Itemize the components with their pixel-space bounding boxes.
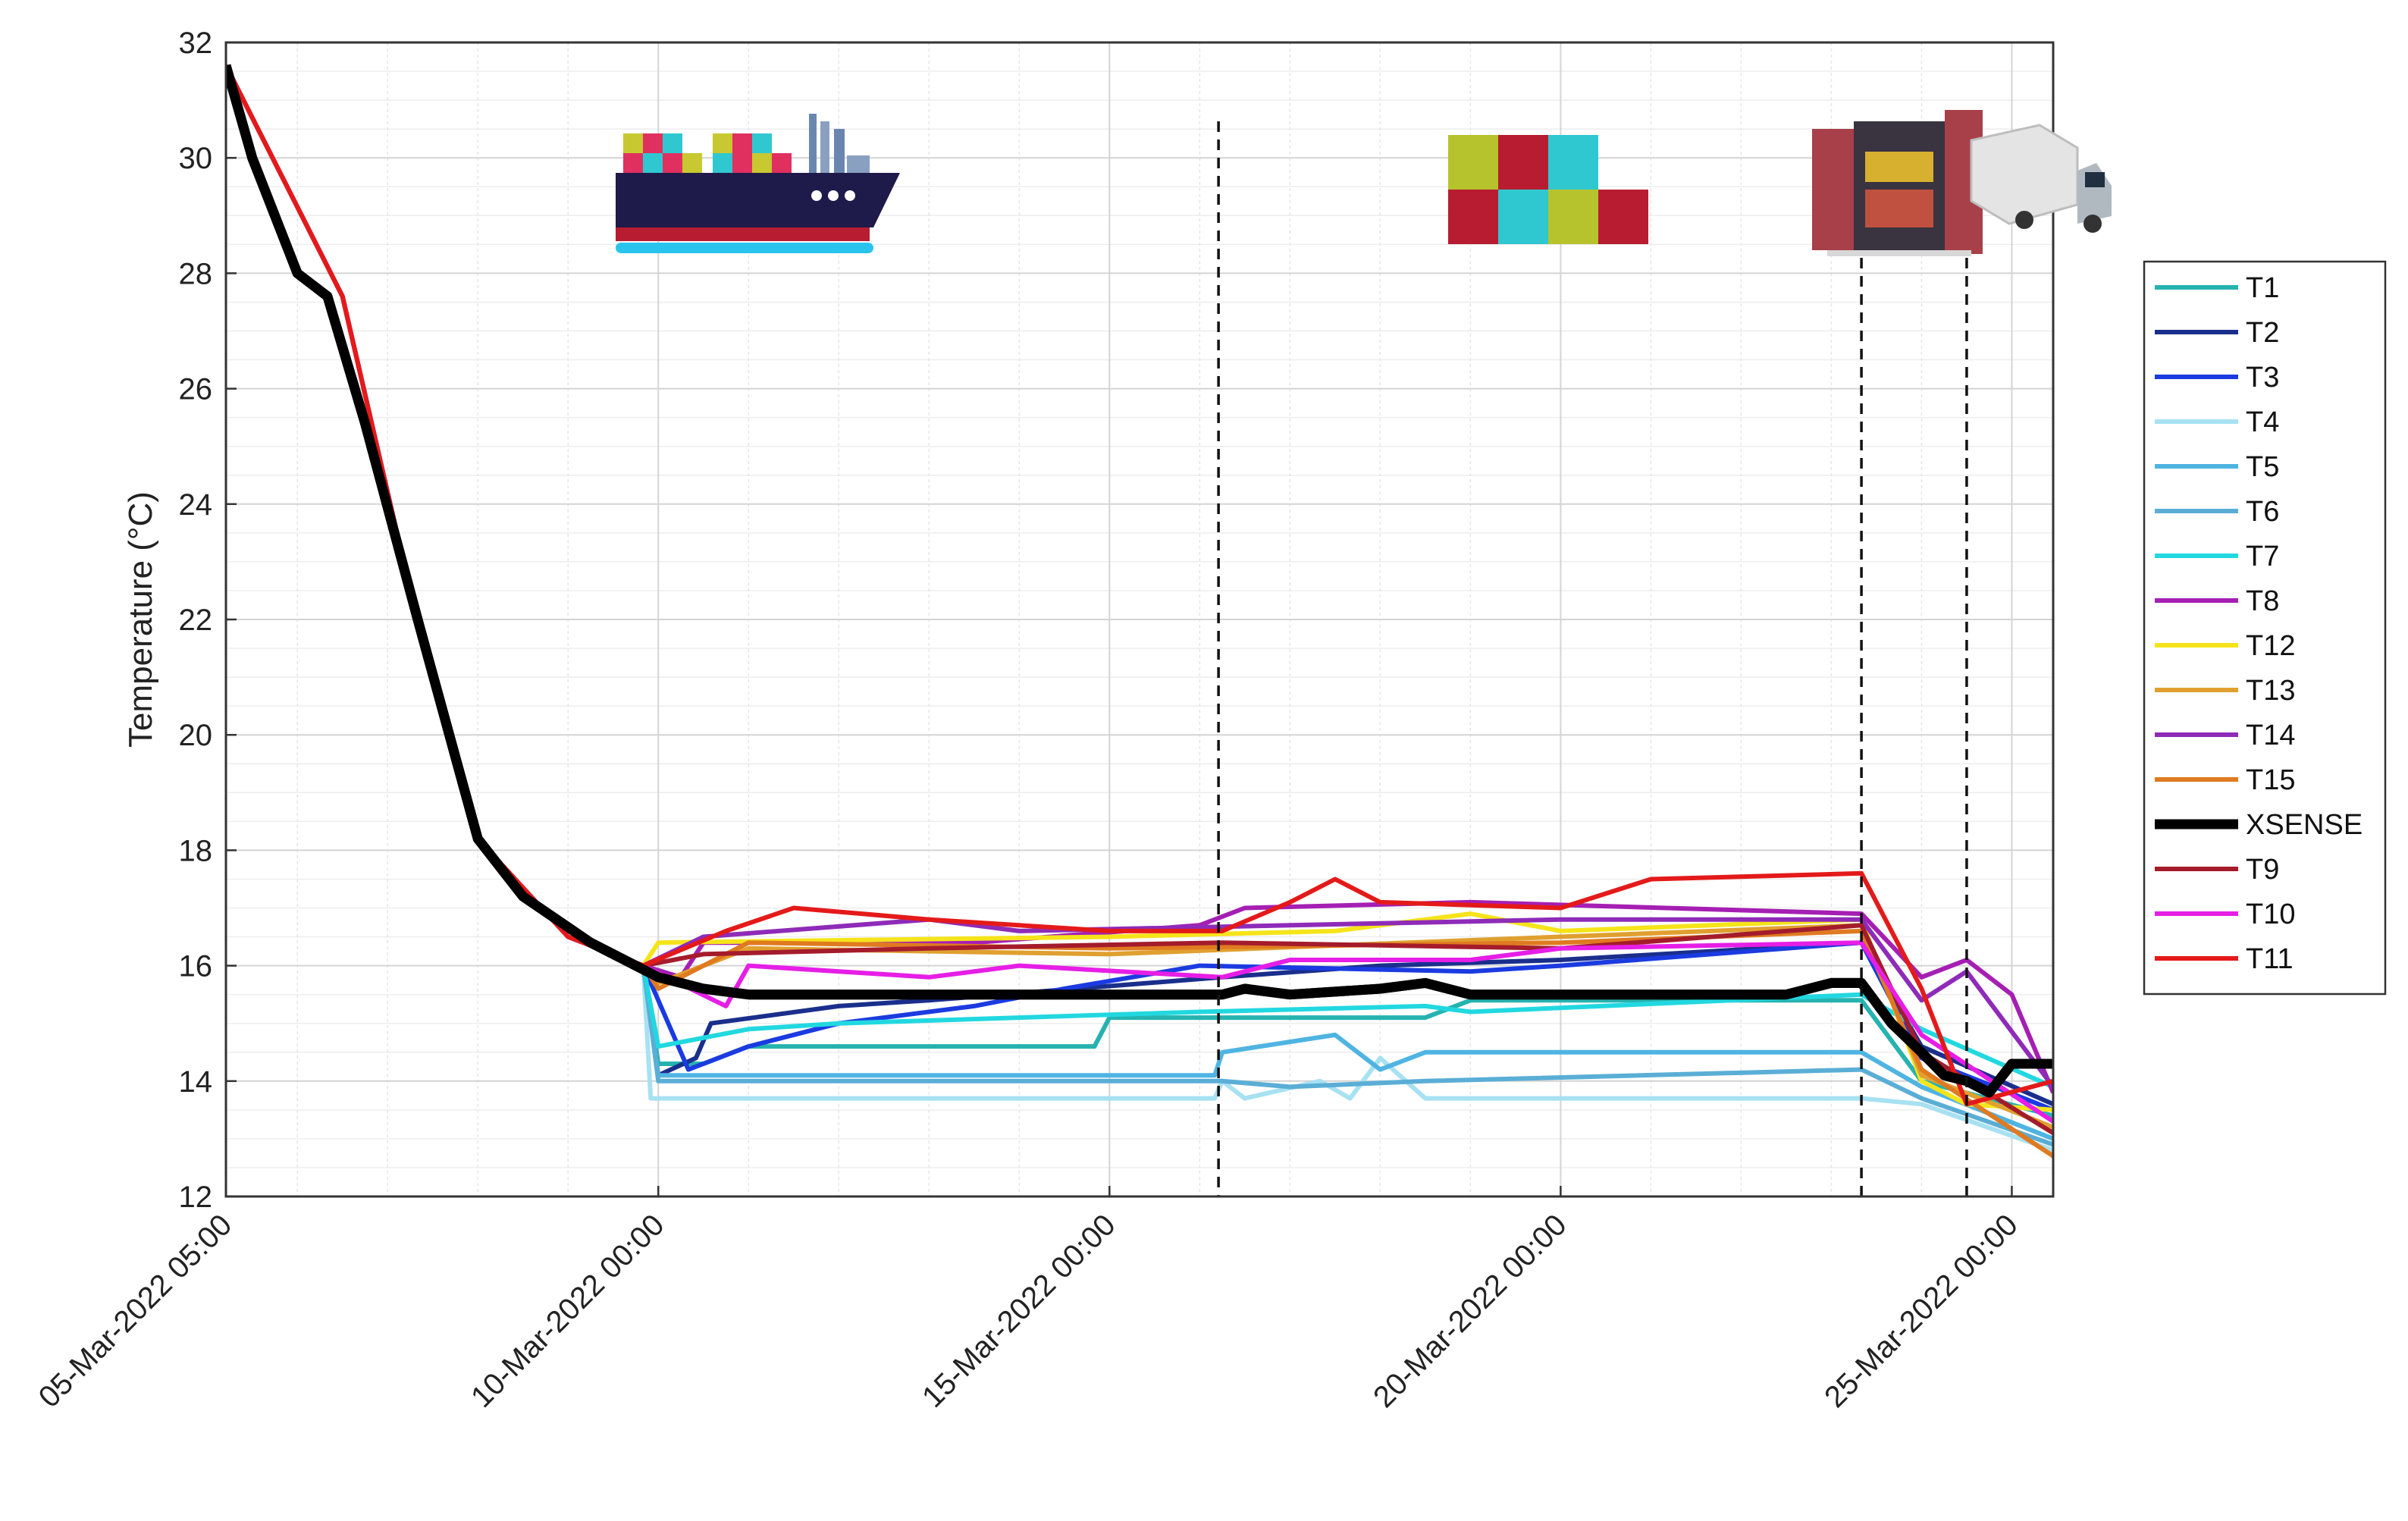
y-tick-label: 14 [179,1065,213,1099]
y-tick-label: 24 [179,488,213,522]
legend-label-t4: T4 [2246,406,2279,438]
legend-label-t5: T5 [2246,451,2279,483]
legend-label-t10: T10 [2246,898,2295,930]
y-tick-label: 20 [179,719,213,752]
y-tick-label: 30 [179,142,213,175]
x-tick-label: 10-Mar-2022 00:00 [465,1208,671,1414]
series-line-xsense [226,64,2053,1098]
legend-label-t13: T13 [2246,675,2295,707]
y-tick-label: 32 [179,27,213,60]
y-axis-ticks: 12 14 16 18 20 22 24 26 28 30 32 [179,27,237,1214]
legend-label-t1: T1 [2246,272,2279,304]
legend-box [2143,260,2387,996]
legend-label-t11: T11 [2246,943,2294,975]
legend-label-t9: T9 [2246,854,2279,886]
phase-markers [1217,121,1968,1196]
x-tick-label: 25-Mar-2022 00:00 [1818,1208,2024,1414]
legend: T1 T2 T3 T4 T5 T6 T7 T8 T12 T13 T14 T15 XSENSE T9 T10 T… [2143,260,2387,996]
legend-label-t14: T14 [2246,720,2295,751]
series-line-t8 [226,64,2053,1094]
y-tick-label: 26 [179,373,213,406]
series-line-t4 [226,64,2053,1153]
legend-label-t2: T2 [2246,317,2279,349]
series-line-xsense-top [226,64,2053,1098]
x-tick-label: 20-Mar-2022 00:00 [1367,1208,1573,1414]
legend-label-t6: T6 [2246,496,2279,528]
y-tick-label: 22 [179,604,213,637]
x-tick-label: 05-Mar-2022 05:00 [33,1208,239,1414]
series-lines [226,64,2053,1159]
y-tick-label: 16 [179,950,213,983]
legend-label-t15: T15 [2246,764,2295,796]
y-tick-label: 18 [179,834,213,867]
open-container-icon [1812,110,1983,256]
legend-label-t12: T12 [2246,630,2295,662]
series-line-t10 [226,64,2053,1124]
x-tick-label: 15-Mar-2022 00:00 [916,1208,1122,1414]
container-ship-icon [616,114,900,253]
legend-label-t8: T8 [2246,585,2279,617]
stacked-containers-icon [1448,135,1648,244]
series-line-t13 [226,64,2053,1130]
legend-label-t3: T3 [2246,362,2279,394]
legend-label-xsense: XSENSE [2246,809,2363,841]
truck-icon [1970,124,2112,233]
legend-label-t7: T7 [2246,541,2279,572]
x-axis-ticks: 05-Mar-2022 05:00 10-Mar-2022 00:00 15-Mar… [33,1186,2024,1414]
y-axis-label: Temperature (°C) [122,491,159,748]
y-tick-label: 12 [179,1181,213,1214]
y-tick-label: 28 [179,257,213,290]
